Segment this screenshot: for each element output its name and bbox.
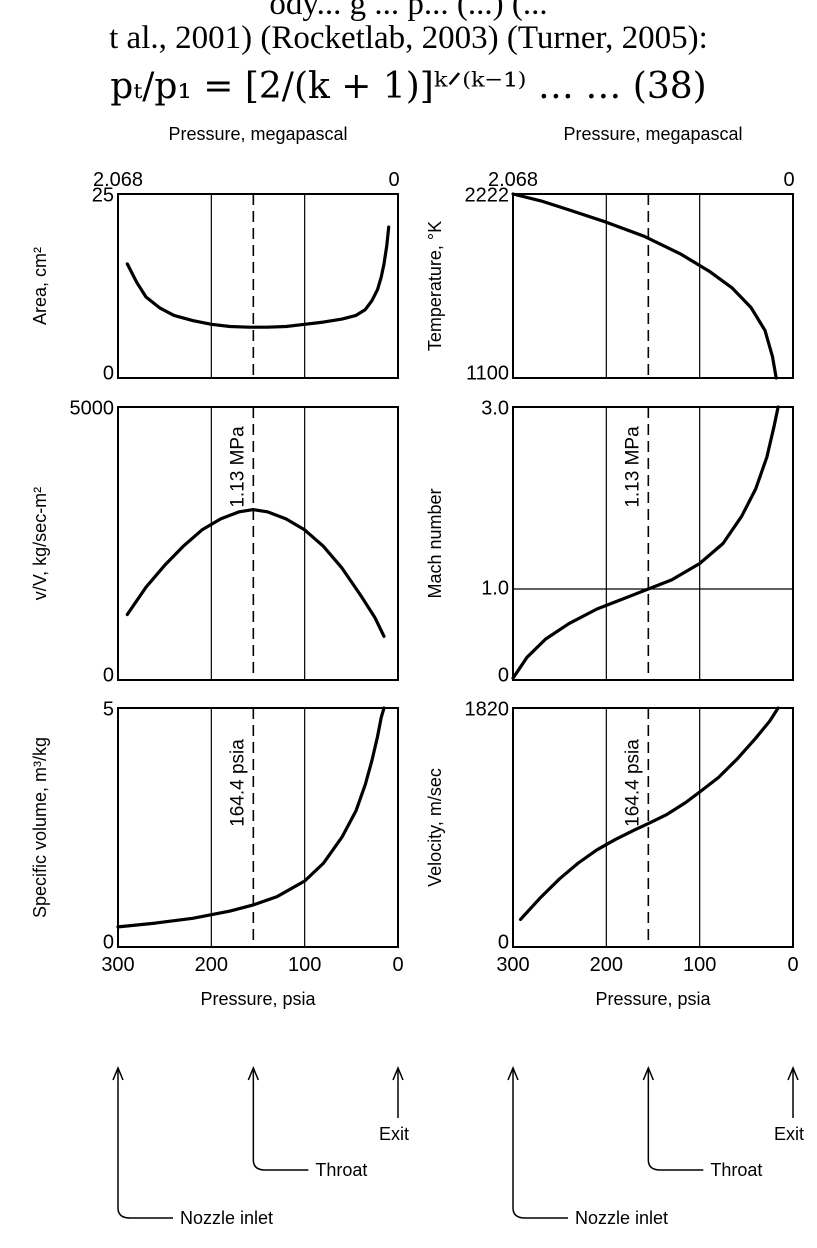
top-tick-label: 2.068 [488,169,538,191]
plot-frame [512,406,794,681]
plot-frame [117,707,399,948]
bottom-axis-title: Pressure, psia [595,989,711,1009]
top-axis-title: Pressure, megapascal [168,124,347,144]
throat-annotation: 164.4 psia [227,739,248,827]
series-line [518,706,780,921]
throat-annotation: 1.13 MPa [227,426,248,508]
top-tick-label: 0 [783,169,794,191]
panel-velocity: 1820 0 Velocity, m/sec 164.4 psia [425,698,794,953]
panel-area: 25 0 Area, cm² [30,184,399,384]
plot-frame [117,193,399,379]
throat-arrow [252,1068,309,1171]
annotation-background [227,421,250,513]
y-axis-label: Specific volume, m³/kg [30,737,50,918]
exit-arrowhead [787,1066,799,1081]
y-axis-label: Mach number [425,488,445,598]
header-text-line-1: ody... g ... p... (...) (... [269,0,548,22]
plot-frame [512,193,794,379]
y-axis-label: Temperature, °K [425,221,445,351]
y-tick-label: 0 [498,664,509,686]
panel-mach: 3.0 1.0 0 Mach number 1.13 MPa [425,397,794,686]
bottom-tick-label: 100 [288,954,321,976]
throat-arrowhead [642,1066,655,1081]
y-axis-label: Area, cm² [30,247,50,325]
top-tick-label: 0 [388,169,399,191]
y-tick-label: 1100 [466,362,509,384]
series-line [511,192,778,380]
annotation-background [622,726,645,840]
throat-annotation: 164.4 psia [622,739,643,827]
nozzle-inlet-label: Nozzle inlet [180,1208,273,1228]
y-tick-label: 0 [103,931,114,953]
bottom-axis-title: Pressure, psia [200,989,316,1009]
plot-frame [117,406,399,681]
equation-38: pₜ/p₁ = [2/(k + 1)]ᵏᐟ⁽ᵏ⁻¹⁾ … … (38) [110,66,707,107]
top-tick-label: 2.068 [93,169,143,191]
y-tick-label: 0 [498,931,509,953]
series-line [125,225,391,329]
throat-label: Throat [710,1160,762,1180]
top-axis-title: Pressure, megapascal [563,124,742,144]
throat-arrowhead [247,1066,260,1081]
exit-arrowhead [392,1066,404,1081]
throat-annotation: 1.13 MPa [622,426,643,508]
series-line [116,706,386,929]
y-tick-label: 25 [92,184,114,206]
annotation-background [622,421,645,513]
exit-label: Exit [774,1124,804,1144]
bottom-tick-label: 0 [392,954,403,976]
y-tick-label: 1.0 [481,577,509,599]
bottom-tick-label: 0 [787,954,798,976]
y-tick-label: 0 [103,362,114,384]
header-text-line-2: t al., 2001) (Rocketlab, 2003) (Turner, … [109,20,708,56]
nozzle-inlet-arrowhead [112,1066,124,1081]
bottom-tick-label: 300 [496,954,529,976]
throat-arrow [647,1068,704,1171]
y-axis-label: Velocity, m/sec [425,768,445,887]
y-tick-label: 3.0 [481,397,509,419]
y-tick-label: 5000 [70,397,115,419]
exit-label: Exit [379,1124,409,1144]
bottom-tick-label: 200 [590,954,623,976]
nozzle-inlet-arrowhead [507,1066,519,1081]
series-line [511,405,780,680]
panel-mass-flux: 5000 0 v/V, kg/sec-m² 1.13 MPa [30,397,399,686]
bottom-tick-label: 100 [683,954,716,976]
y-tick-label: 5 [103,698,114,720]
annotation-background [227,726,250,840]
panel-temperature: 2222 1100 Temperature, °K [425,184,794,384]
series-line [125,508,386,638]
nozzle-inlet-arrow [512,1068,568,1219]
y-tick-label: 2222 [465,184,510,206]
nozzle-inlet-label: Nozzle inlet [575,1208,668,1228]
y-tick-label: 1820 [465,698,510,720]
bottom-tick-label: 300 [101,954,134,976]
y-tick-label: 0 [103,664,114,686]
panel-specific-volume: 5 0 Specific volume, m³/kg 164.4 psia [30,698,399,953]
bottom-tick-label: 200 [195,954,228,976]
plot-frame [512,707,794,948]
nozzle-inlet-arrow [117,1068,173,1219]
y-axis-label: v/V, kg/sec-m² [30,487,50,600]
throat-label: Throat [315,1160,367,1180]
